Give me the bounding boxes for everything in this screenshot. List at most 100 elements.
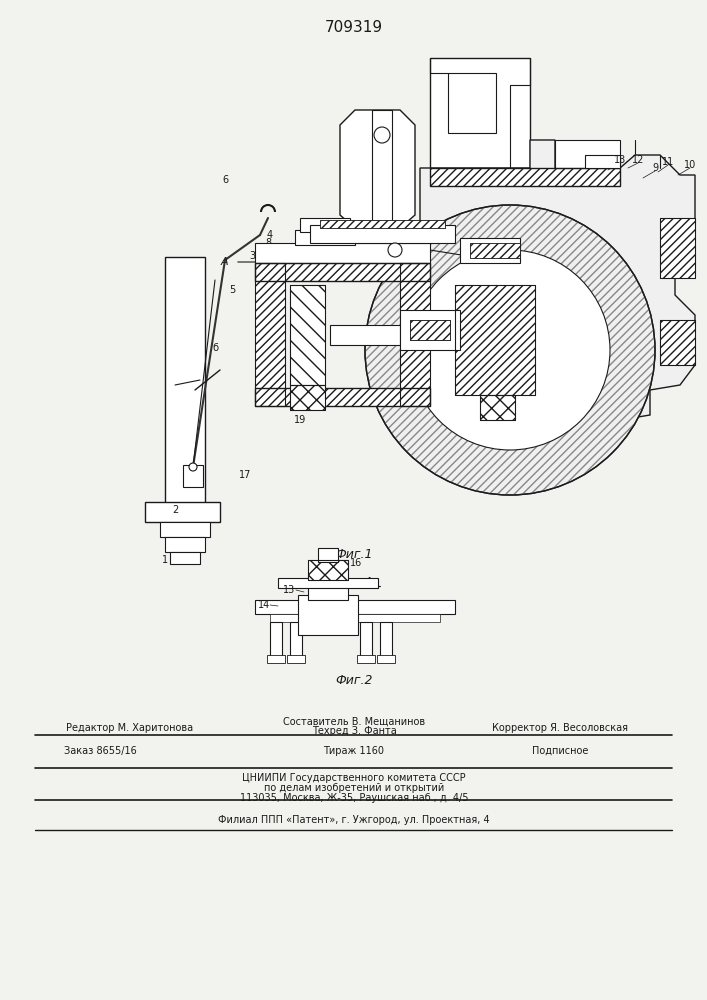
Bar [430,168,620,186]
Bar [308,560,348,580]
Circle shape [388,243,402,257]
Bar [278,578,378,588]
Bar [267,655,285,663]
Bar [330,325,400,345]
Bar [298,595,358,635]
Text: 14: 14 [258,600,270,610]
Text: по делам изобретений и открытий: по делам изобретений и открытий [264,783,444,793]
Bar [255,388,430,406]
Text: 13: 13 [283,585,295,595]
Bar [410,320,450,340]
Bar [290,385,325,410]
Bar [460,238,520,263]
Polygon shape [420,140,695,420]
Bar [255,263,430,281]
Bar [145,502,220,522]
Bar [308,560,348,580]
Text: Тираж 1160: Тираж 1160 [324,746,385,756]
Bar [320,220,445,228]
Text: 19: 19 [294,415,306,425]
Text: 7: 7 [537,265,543,275]
Bar [660,320,695,365]
Bar [455,285,535,395]
Bar [300,218,350,232]
Text: Вид A: Вид A [335,576,373,588]
Text: Составитель В. Мещанинов: Составитель В. Мещанинов [283,717,425,727]
Bar [310,225,455,243]
Text: Корректор Я. Весоловская: Корректор Я. Весоловская [492,723,628,733]
Bar [585,155,620,168]
Text: 113035, Москва, Ж-35, Раушская наб., д. 4/5: 113035, Москва, Ж-35, Раушская наб., д. … [240,793,468,803]
Bar [308,585,348,600]
Text: 12: 12 [632,155,644,165]
Bar [372,110,392,240]
Bar [165,257,205,527]
Bar [255,263,285,406]
Bar [380,622,392,657]
Text: 13: 13 [614,155,626,165]
Text: 9: 9 [652,163,658,173]
Bar [255,243,430,263]
Text: 11: 11 [662,157,674,167]
Text: Подписное: Подписное [532,746,588,756]
Text: Редактор М. Харитонова: Редактор М. Харитонова [66,723,194,733]
Text: 1: 1 [162,555,168,565]
Text: 8: 8 [265,238,271,248]
Text: 2: 2 [172,505,178,515]
Text: 4: 4 [267,230,273,240]
Bar [430,58,530,168]
Circle shape [365,205,655,495]
Text: 10: 10 [684,160,696,170]
Text: 18: 18 [476,253,488,263]
Bar [430,168,620,186]
Bar [470,243,520,258]
Bar [400,263,430,406]
Text: 6: 6 [222,175,228,185]
Text: Филиал ППП «Патент», г. Ужгород, ул. Проектная, 4: Филиал ППП «Патент», г. Ужгород, ул. Про… [218,815,490,825]
Text: 3: 3 [249,251,255,261]
Circle shape [374,127,390,143]
Bar [270,622,282,657]
Bar [183,465,203,487]
Bar [400,263,430,406]
Bar [255,388,430,406]
Bar [255,600,455,614]
Text: 16: 16 [350,558,362,568]
Text: Техред З. Фанта: Техред З. Фанта [312,726,397,736]
Bar [660,218,695,278]
Circle shape [189,463,197,471]
Bar [480,395,515,420]
Bar [410,320,450,340]
Polygon shape [340,110,415,228]
Bar [320,220,445,228]
Text: 5: 5 [229,285,235,295]
Text: 17: 17 [239,470,251,480]
Bar [357,655,375,663]
Bar [470,243,520,258]
Bar [660,218,695,278]
Text: 709319: 709319 [325,20,383,35]
Bar [377,655,395,663]
Circle shape [410,250,610,450]
Bar [480,395,515,420]
Bar [255,263,430,281]
Text: 20: 20 [423,310,436,320]
Bar [360,622,372,657]
Bar [660,320,695,365]
Bar [255,263,285,406]
Bar [455,285,535,395]
Bar [448,73,496,133]
Text: 14: 14 [324,225,336,235]
Bar [290,285,325,385]
Bar [290,622,302,657]
Bar [295,230,355,245]
Text: Фиг.2: Фиг.2 [335,674,373,686]
Bar [290,385,325,410]
Bar [318,548,338,562]
Text: 15: 15 [356,188,368,198]
Bar [287,655,305,663]
Bar [165,537,205,552]
Text: ЦНИИПИ Государственного комитета СССР: ЦНИИПИ Государственного комитета СССР [243,773,466,783]
Bar [160,522,210,537]
Text: б: б [212,343,218,353]
